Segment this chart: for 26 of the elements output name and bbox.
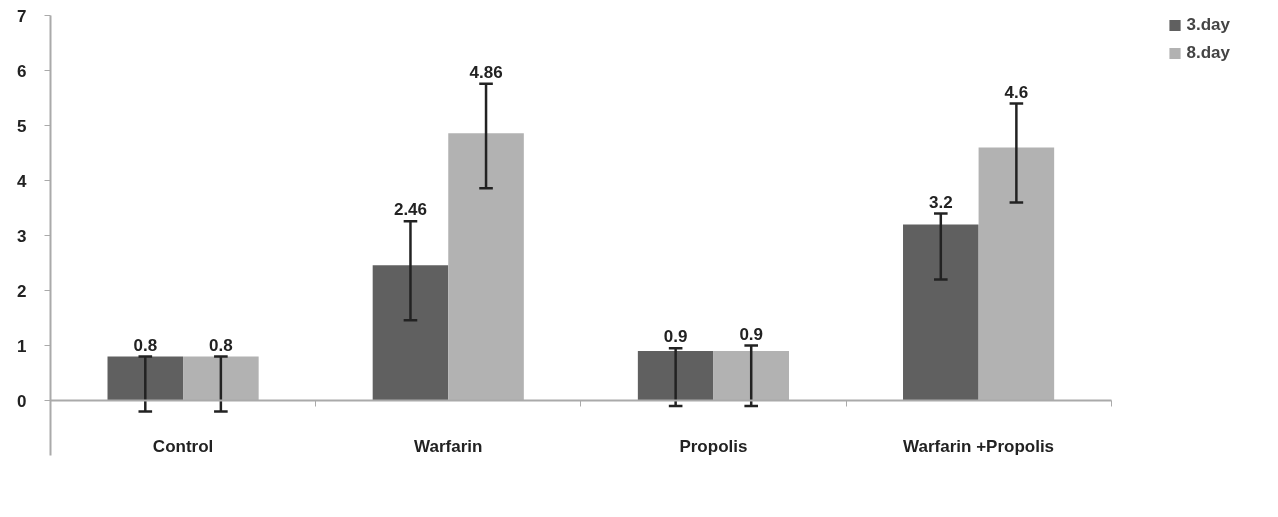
y-tick-label: 2 (17, 281, 27, 301)
x-tick-label: Propolis (679, 436, 748, 456)
bar (903, 224, 979, 401)
x-tick-label: Control (152, 436, 214, 456)
y-tick-label: 5 (17, 116, 27, 136)
data-label: 0.9 (739, 324, 764, 344)
y-tick-label: 1 (17, 336, 27, 356)
y-tick-label: 6 (17, 61, 27, 81)
data-label: 0.8 (209, 335, 233, 355)
y-tick-label: 7 (17, 6, 27, 26)
x-tick-label: Warfarin +Propolis (903, 436, 1055, 456)
data-label: 2.46 (393, 200, 428, 220)
data-label: 0.9 (663, 327, 688, 347)
bar (637, 351, 714, 401)
y-tick-label: 0 (17, 391, 27, 411)
data-label: 4.6 (1004, 82, 1029, 102)
data-label: 4.86 (469, 62, 503, 82)
x-tick-label: Warfarin (414, 436, 483, 456)
bar (107, 356, 184, 401)
bar (372, 265, 449, 401)
data-label: 3.2 (928, 192, 953, 212)
legend-label: 8.day (1186, 43, 1230, 63)
y-tick-label: 4 (17, 171, 28, 191)
y-tick-label: 3 (17, 226, 27, 246)
data-label: 0.8 (133, 335, 158, 355)
legend-label: 3.day (1186, 15, 1230, 35)
